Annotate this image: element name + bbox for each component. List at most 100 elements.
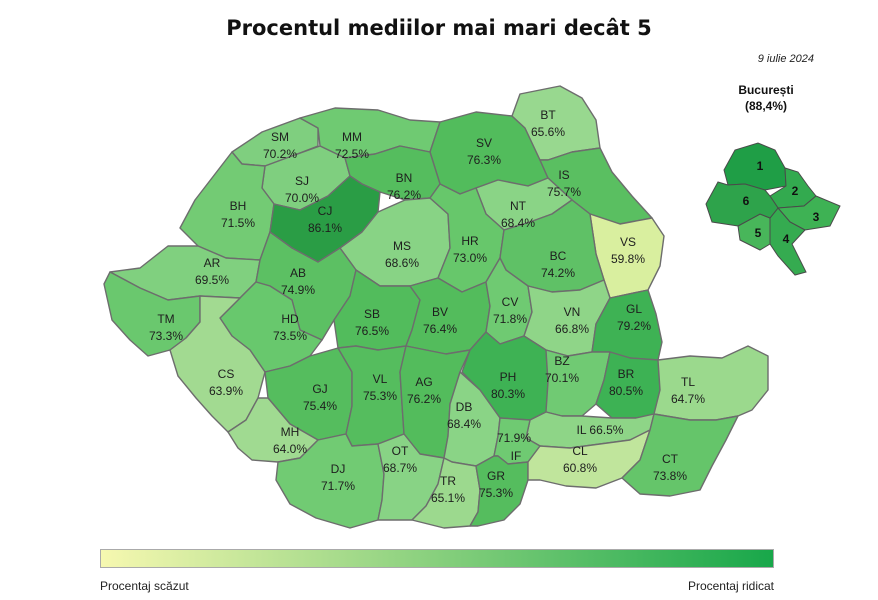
county-code-TR: TR — [440, 474, 456, 488]
county-value-SV: 76.3% — [467, 153, 501, 167]
county-label-GR: GR 75.3% — [479, 469, 513, 500]
county-code-SV: SV — [476, 136, 492, 150]
county-CT[interactable] — [621, 413, 739, 497]
county-label-PH: PH 80.3% — [491, 370, 525, 401]
county-label-CV: CV 71.8% — [493, 295, 527, 326]
county-code-CJ: CJ — [318, 204, 333, 218]
county-label-BC: BC 74.2% — [541, 249, 575, 280]
county-value-SJ: 70.0% — [285, 191, 319, 205]
county-code-BH: BH — [230, 199, 247, 213]
county-value-AG: 76.2% — [407, 392, 441, 406]
legend-high-label: Procentaj ridicat — [687, 579, 774, 593]
county-label-TM: TM 73.3% — [149, 312, 183, 343]
county-label-HD: HD 73.5% — [273, 312, 307, 343]
county-label-AR: AR 69.5% — [195, 256, 229, 287]
sector-label-2: 2 — [792, 184, 799, 198]
county-code-BC: BC — [550, 249, 567, 263]
county-value-CL: 60.8% — [563, 461, 597, 475]
county-code-VL: VL — [373, 372, 388, 386]
county-value-BT: 65.6% — [531, 125, 565, 139]
bucuresti-value: (88,4%) — [744, 99, 788, 113]
county-code-CT: CT — [662, 452, 679, 466]
county-value-CJ: 86.1% — [308, 221, 342, 235]
county-value-VN: 66.8% — [555, 322, 589, 336]
county-value-HD: 73.5% — [273, 329, 307, 343]
county-CS[interactable] — [169, 295, 266, 433]
county-label-MM: MM 72.5% — [335, 130, 369, 161]
county-value-GL: 79.2% — [617, 319, 651, 333]
county-value-OT: 68.7% — [383, 461, 417, 475]
county-value-IF: 71.9% — [497, 431, 531, 445]
county-code-AR: AR — [204, 256, 221, 270]
county-code-IS: IS — [558, 168, 569, 182]
county-value-SB: 76.5% — [355, 324, 389, 338]
county-code-SB: SB — [364, 307, 380, 321]
county-label-BV: BV 76.4% — [423, 305, 457, 336]
county-value-DJ: 71.7% — [321, 479, 355, 493]
county-value-TR: 65.1% — [431, 491, 465, 505]
bucuresti-title: București (88,4%) — [718, 82, 814, 114]
county-value-BC: 74.2% — [541, 266, 575, 280]
county-label-CL: CL 60.8% — [563, 444, 597, 475]
county-code-SJ: SJ — [295, 174, 309, 188]
county-code-CL: CL — [572, 444, 588, 458]
county-BH[interactable] — [179, 151, 275, 261]
county-label-DB: DB 68.4% — [447, 400, 481, 431]
county-code-BN: BN — [396, 171, 413, 185]
sector-label-1: 1 — [757, 159, 764, 173]
county-label-CS: CS 63.9% — [209, 367, 243, 398]
county-code-VN: VN — [564, 305, 581, 319]
county-value-AB: 74.9% — [281, 283, 315, 297]
county-value-MM: 72.5% — [335, 147, 369, 161]
county-code-BT: BT — [540, 108, 556, 122]
county-labels: SM 70.2% MM 72.5% SV 76.3% BT 65.6% SJ 70.0% BN 76.… — [149, 108, 705, 505]
county-label-SJ: SJ 70.0% — [285, 174, 319, 205]
county-label-AG: AG 76.2% — [407, 375, 441, 406]
county-value-BR: 80.5% — [609, 384, 643, 398]
county-code-TM: TM — [157, 312, 174, 326]
county-label-AB: AB 74.9% — [281, 266, 315, 297]
county-TL[interactable] — [653, 345, 769, 421]
county-value-BN: 76.2% — [387, 188, 421, 202]
county-label-BZ: BZ 70.1% — [545, 354, 579, 385]
counties-layer — [103, 85, 769, 529]
county-code-MS: MS — [393, 239, 411, 253]
county-code-HR: HR — [461, 234, 479, 248]
county-value-MS: 68.6% — [385, 256, 419, 270]
county-code-MH: MH — [281, 425, 300, 439]
legend-gradient-bar — [100, 549, 774, 568]
county-value-IS: 75.7% — [547, 185, 581, 199]
bucuresti-inset: 1 2 3 4 5 6 — [705, 142, 841, 276]
county-label-CJ: CJ 86.1% — [308, 204, 342, 235]
county-value-CT: 73.8% — [653, 469, 687, 483]
county-value-TM: 73.3% — [149, 329, 183, 343]
county-code-CV: CV — [502, 295, 519, 309]
county-label-BR: BR 80.5% — [609, 367, 643, 398]
county-label-GL: GL 79.2% — [617, 302, 651, 333]
sector-1[interactable] — [723, 142, 787, 191]
county-label-MH: MH 64.0% — [273, 425, 307, 456]
county-code-TL: TL — [681, 375, 695, 389]
county-code-AB: AB — [290, 266, 306, 280]
county-code-IL: IL 66.5% — [577, 423, 624, 437]
county-code-OT: OT — [392, 444, 409, 458]
county-value-BZ: 70.1% — [545, 371, 579, 385]
county-label-VS: VS 59.8% — [611, 235, 645, 266]
county-code-SM: SM — [271, 130, 289, 144]
county-code-IF: IF — [511, 449, 522, 463]
sector-4[interactable] — [769, 207, 807, 276]
county-value-PH: 80.3% — [491, 387, 525, 401]
bucuresti-name: București — [738, 83, 794, 97]
county-label-BH: BH 71.5% — [221, 199, 255, 230]
county-value-NT: 68.4% — [501, 216, 535, 230]
county-GR[interactable] — [469, 455, 529, 527]
county-value-BV: 76.4% — [423, 322, 457, 336]
county-DJ[interactable] — [275, 433, 385, 529]
county-label-IL: IL 66.5% — [577, 423, 624, 437]
county-label-TL: TL 64.7% — [671, 375, 705, 406]
map-title: Procentul mediilor mai mari decât 5 — [226, 16, 652, 40]
county-value-VL: 75.3% — [363, 389, 397, 403]
sector-6[interactable] — [705, 181, 779, 227]
sector-label-3: 3 — [813, 210, 820, 224]
